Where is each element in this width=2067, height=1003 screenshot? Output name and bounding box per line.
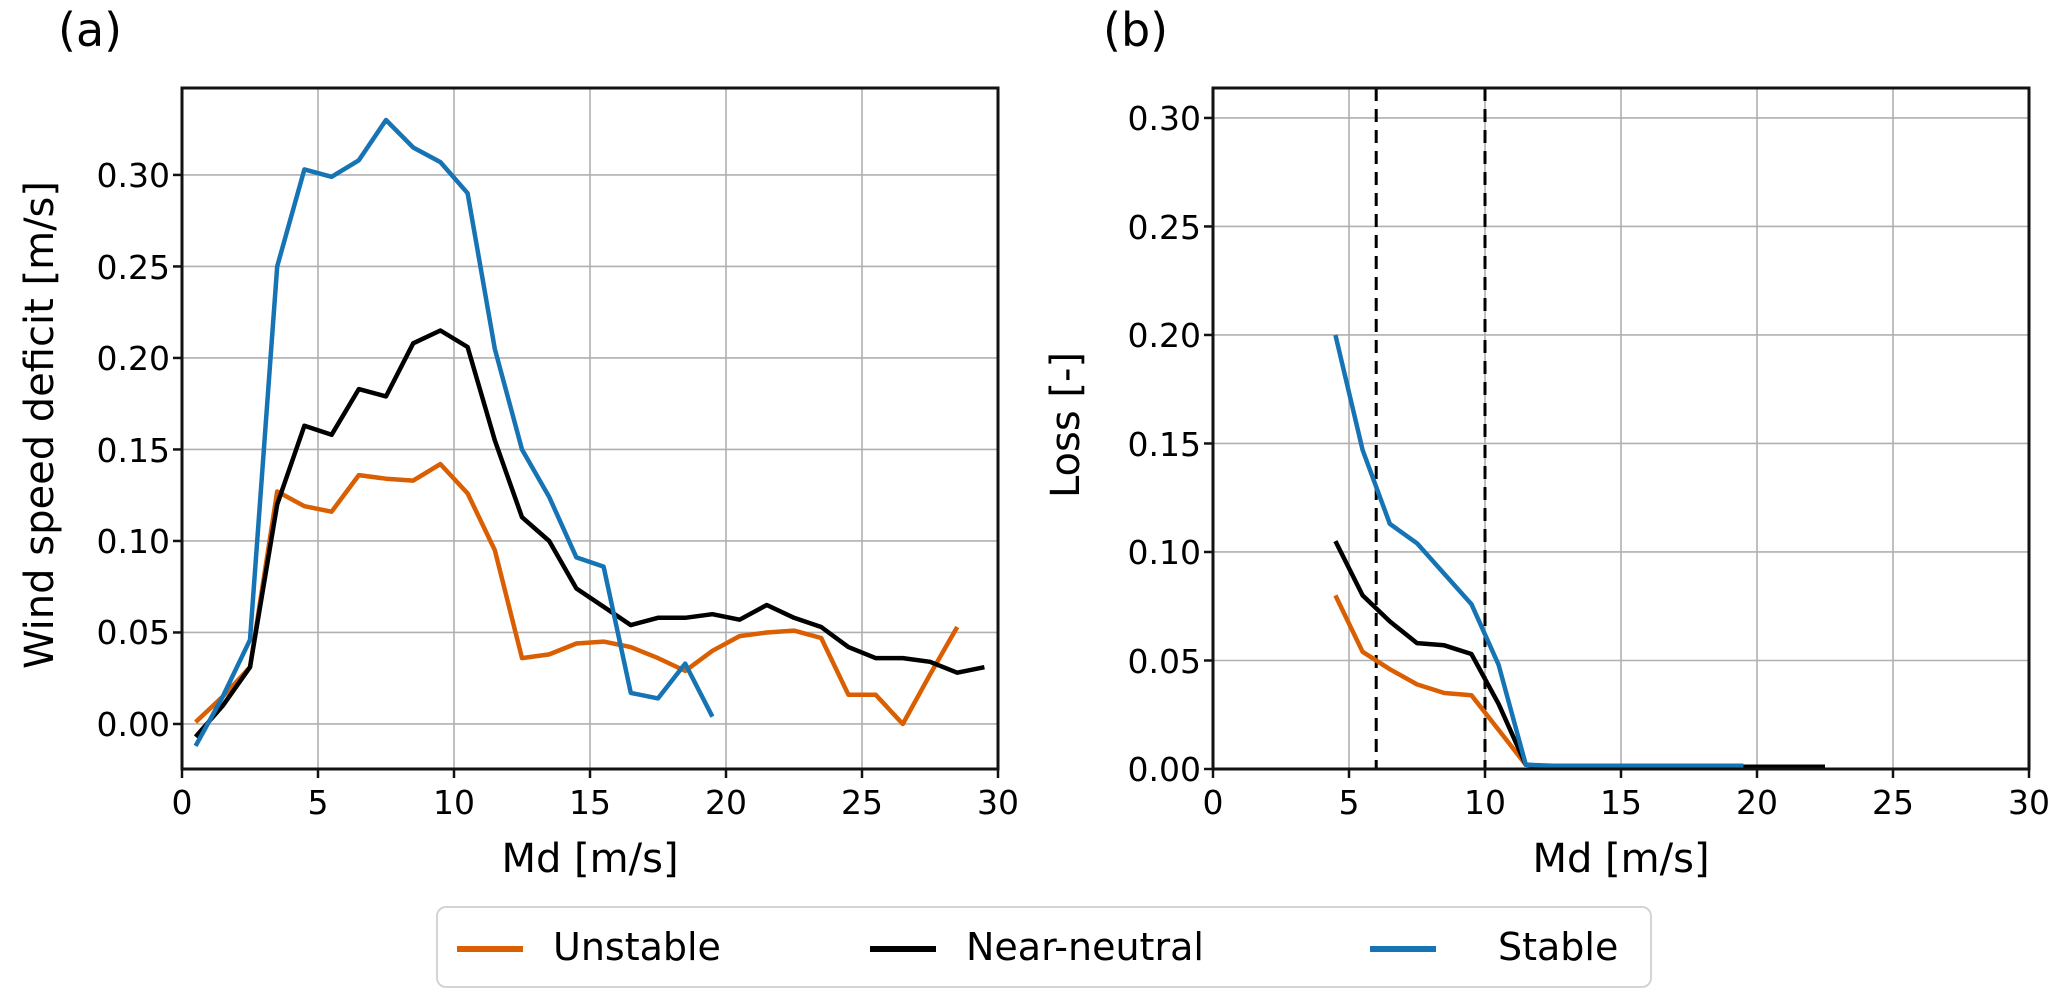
panel-b-xtick-0: 0 [1202,783,1224,822]
panel-b-xtick-30: 30 [2008,783,2050,822]
panel-a-ytick-0.15: 0.15 [96,431,170,470]
panel-b-ytick-0.15: 0.15 [1127,425,1201,464]
legend-near-neutral-label: Near-neutral [966,925,1204,969]
legend-near-neutral-line-swatch [870,946,936,952]
panel-a-x-axis-label: Md [m/s] [501,836,679,882]
panel-b-ytick-0.25: 0.25 [1127,208,1201,247]
legend: Unstable Near-neutral Stable [436,906,1652,988]
panel-b-ytick-0.10: 0.10 [1127,533,1201,572]
panel-a-title: (a) [58,3,123,57]
panel-b-xtick-5: 5 [1338,783,1360,822]
legend-unstable-label: Unstable [553,925,721,969]
panel-b-x-axis-label: Md [m/s] [1532,836,1710,882]
panel-a-xtick-0: 0 [171,783,193,822]
legend-stable-label: Stable [1498,925,1619,969]
panel-a-xtick-20: 20 [705,783,747,822]
panel-a-ytick-0.30: 0.30 [96,156,170,195]
panel-b-xtick-10: 10 [1464,783,1506,822]
panel-a-ytick-0.00: 0.00 [96,705,170,744]
panel-a-ytick-0.05: 0.05 [96,613,170,652]
panel-a-xtick-15: 15 [569,783,611,822]
panel-b-ytick-0.30: 0.30 [1127,99,1201,138]
panel-b-xtick-15: 15 [1600,783,1642,822]
panel-a-ytick-0.25: 0.25 [96,248,170,287]
panel-a-xtick-10: 10 [433,783,475,822]
legend-stable-line-swatch [1370,946,1436,952]
panel-a-xtick-25: 25 [841,783,883,822]
panel-b-ytick-0.20: 0.20 [1127,316,1201,355]
panel-a-xtick-30: 30 [977,783,1019,822]
panel-a-ytick-0.10: 0.10 [96,522,170,561]
panel-a-ytick-0.20: 0.20 [96,339,170,378]
panel-a-xtick-5: 5 [307,783,329,822]
panel-a-y-axis-label: Wind speed deficit [m/s] [17,181,63,669]
panel-b-xtick-25: 25 [1872,783,1914,822]
panel-b-ytick-0.00: 0.00 [1127,750,1201,789]
legend-unstable-line-swatch [457,946,523,952]
panel-b-title: (b) [1103,3,1169,57]
panel-b-ytick-0.05: 0.05 [1127,642,1201,681]
panel-b-xtick-20: 20 [1736,783,1778,822]
panel-b-y-axis-label: Loss [-] [1043,351,1089,499]
